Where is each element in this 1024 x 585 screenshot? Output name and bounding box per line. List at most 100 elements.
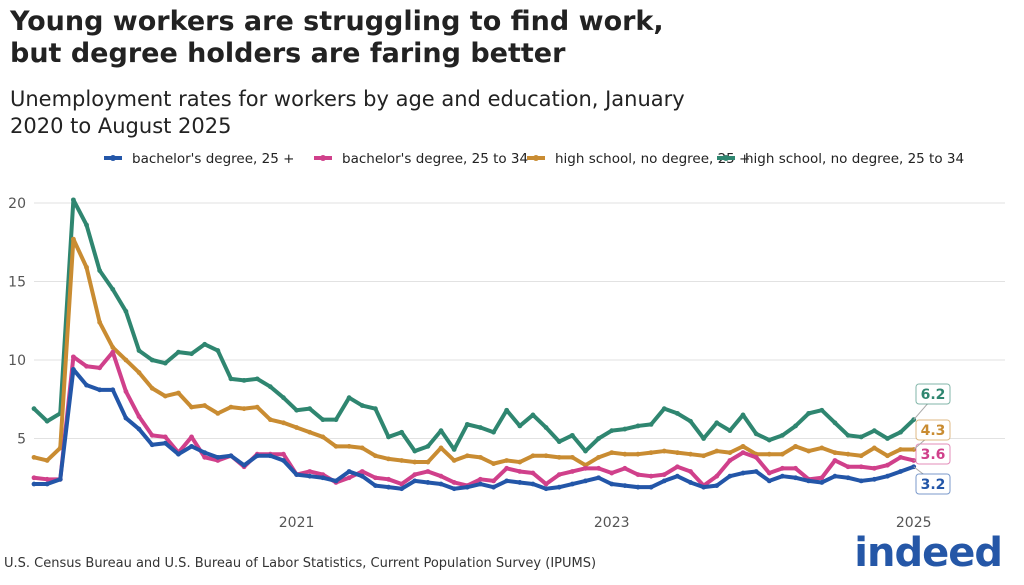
data-point: [622, 426, 628, 432]
series-path: [32, 197, 916, 454]
y-tick-label: 20: [8, 196, 26, 212]
data-point: [543, 481, 549, 487]
data-point: [517, 423, 523, 429]
data-point: [635, 451, 641, 457]
end-value-label: 4.3: [921, 423, 946, 439]
data-point: [372, 453, 378, 459]
data-point: [84, 222, 89, 228]
data-point: [635, 423, 641, 429]
data-point: [84, 264, 89, 270]
data-point: [530, 470, 536, 476]
data-point: [425, 480, 431, 485]
data-point: [320, 475, 326, 481]
data-point: [727, 450, 733, 456]
data-point: [569, 432, 575, 438]
data-point: [530, 412, 536, 418]
data-point: [359, 445, 365, 451]
data-point: [793, 423, 798, 429]
data-point: [281, 395, 286, 401]
data-point: [609, 428, 615, 434]
data-point: [149, 442, 155, 448]
data-point: [701, 484, 707, 490]
data-point: [727, 428, 733, 434]
legend-label[interactable]: high school, no degree, 25 to 34: [745, 151, 964, 167]
legend-label[interactable]: high school, no degree, 25 +: [555, 151, 750, 167]
data-point: [228, 404, 234, 410]
data-point: [556, 454, 562, 460]
data-point: [530, 453, 536, 459]
data-point: [307, 473, 313, 479]
data-point: [320, 434, 326, 440]
data-point: [241, 462, 247, 468]
series-line: [31, 197, 917, 454]
data-point: [84, 363, 89, 369]
data-point: [84, 382, 89, 388]
data-point: [346, 475, 352, 481]
data-point: [648, 421, 654, 427]
source-note: U.S. Census Bureau and U.S. Bureau of La…: [4, 556, 597, 571]
data-point: [136, 348, 142, 353]
data-point: [294, 407, 299, 413]
data-point: [819, 475, 825, 481]
data-point: [386, 434, 391, 440]
data-point: [451, 486, 457, 492]
data-point: [504, 407, 510, 413]
data-point: [556, 472, 562, 478]
legend-label[interactable]: bachelor's degree, 25 to 34: [342, 151, 528, 167]
data-point: [136, 370, 142, 375]
data-point: [543, 486, 549, 492]
legend-marker: [723, 155, 729, 161]
data-point: [688, 469, 693, 474]
data-point: [478, 476, 483, 482]
data-point: [176, 451, 181, 457]
data-point: [438, 445, 444, 451]
data-point: [898, 429, 903, 435]
data-point: [110, 349, 116, 355]
data-point: [491, 429, 496, 435]
data-point: [162, 360, 168, 366]
data-point: [898, 454, 903, 460]
data-point: [583, 448, 588, 454]
data-point: [149, 385, 155, 391]
data-point: [44, 476, 50, 482]
data-point: [780, 465, 785, 471]
data-point: [70, 236, 76, 242]
data-point: [793, 443, 798, 449]
data-point: [136, 426, 142, 432]
data-point: [648, 450, 654, 456]
data-point: [609, 450, 615, 456]
data-point: [740, 412, 746, 418]
data-point: [556, 484, 562, 490]
data-point: [162, 393, 168, 399]
legend-label[interactable]: bachelor's degree, 25 +: [132, 151, 294, 167]
end-label-box: [915, 443, 951, 465]
series-line: [31, 367, 917, 492]
data-point: [386, 484, 391, 490]
data-point: [674, 450, 680, 456]
data-point: [740, 470, 746, 476]
data-point: [898, 469, 903, 474]
data-point: [202, 450, 208, 456]
data-point: [162, 440, 168, 446]
data-point: [97, 319, 103, 325]
data-point: [123, 357, 129, 363]
data-point: [57, 445, 63, 451]
data-point: [202, 403, 208, 408]
data-point: [399, 481, 405, 487]
data-point: [727, 473, 733, 479]
data-point: [123, 415, 129, 421]
data-point: [753, 469, 759, 474]
data-point: [372, 483, 378, 488]
data-point: [399, 429, 405, 435]
data-point: [110, 387, 116, 393]
data-point: [307, 406, 313, 412]
data-point: [438, 428, 444, 434]
x-tick-label: 2023: [594, 515, 630, 531]
data-point: [688, 418, 693, 424]
data-point: [320, 417, 326, 423]
data-point: [688, 451, 693, 457]
data-point: [425, 443, 431, 449]
data-point: [254, 376, 260, 382]
data-point: [648, 473, 654, 479]
